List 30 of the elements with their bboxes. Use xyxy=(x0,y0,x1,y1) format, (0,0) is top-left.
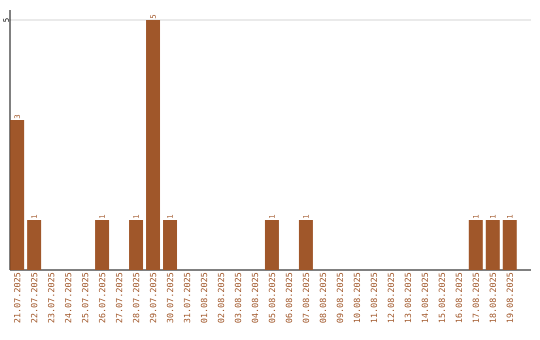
x-tick-label: 01.08.2025 xyxy=(200,272,208,323)
x-tick-label: 31.07.2025 xyxy=(184,272,190,323)
x-tick-label: 17.08.2025 xyxy=(472,272,480,322)
x-tick-label: 13.08.2025 xyxy=(404,272,412,322)
x-tick-label: 09.08.2025 xyxy=(336,272,344,323)
x-tick-label: 19.08.2025 xyxy=(506,272,513,322)
x-tick-label: 27.07.2025 xyxy=(116,272,122,323)
x-tick-label: 12.08.2025 xyxy=(388,272,394,322)
x-tick-label: 25.07.2025 xyxy=(82,272,88,323)
x-tick-label: 23.07.2025 xyxy=(48,272,54,323)
x-tick-label: 10.08.2025 xyxy=(354,272,360,322)
x-tick-label: 03.08.2025 xyxy=(234,272,242,323)
x-tick-label: 30.07.2025 xyxy=(166,272,174,323)
x-tick-label: 24.07.2025 xyxy=(64,272,72,323)
x-tick-label: 28.07.2025 xyxy=(132,272,140,323)
x-tick-label: 14.08.2025 xyxy=(422,272,428,322)
x-tick-label: 07.08.2025 xyxy=(302,272,310,323)
x-tick-label: 05.08.2025 xyxy=(268,272,276,323)
x-tick-label: 15.08.2025 xyxy=(438,272,446,322)
x-tick-label: 26.07.2025 xyxy=(98,272,106,323)
x-tick-label: 02.08.2025 xyxy=(218,272,224,323)
x-tick-label: 21.07.2025 xyxy=(14,272,20,323)
x-tick-label: 29.07.2025 xyxy=(150,272,156,323)
x-tick-label: 04.08.2025 xyxy=(252,272,258,323)
x-tick-label: 06.08.2025 xyxy=(286,272,292,323)
x-tick-label: 22.07.2025 xyxy=(30,272,38,323)
x-tick-label: 18.08.2025 xyxy=(490,272,496,322)
x-tick-label: 16.08.2025 xyxy=(456,272,462,322)
x-tick-label: 11.08.2025 xyxy=(370,272,378,322)
x-tick-label: 08.08.2025 xyxy=(320,272,326,323)
